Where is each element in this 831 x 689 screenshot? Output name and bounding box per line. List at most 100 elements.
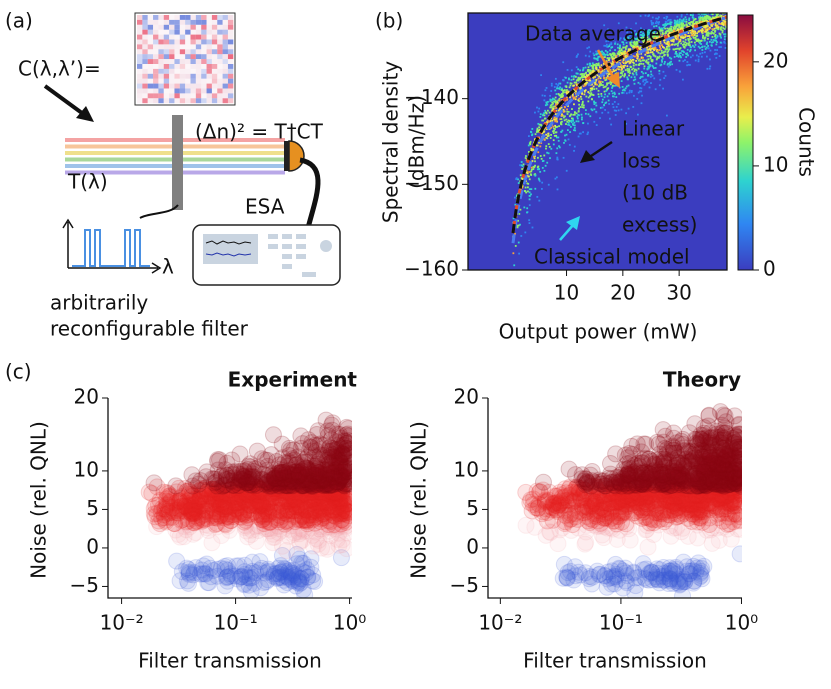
density-pixel (621, 61, 624, 64)
density-pixel (568, 144, 571, 146)
density-pixel (541, 119, 544, 122)
density-pixel (634, 30, 636, 32)
scatter-point (309, 535, 327, 553)
scatter-point (327, 454, 345, 472)
scatter-point (694, 513, 712, 531)
density-pixel (682, 19, 685, 22)
density-pixel (674, 48, 677, 50)
matrix-cell (142, 64, 148, 69)
scatter-point (559, 564, 577, 582)
scatter-point (162, 488, 180, 506)
scatter-point (221, 487, 239, 505)
scatter-point (327, 517, 345, 535)
scatter-point (219, 498, 237, 516)
density-pixel (695, 22, 698, 25)
density-pixel (632, 67, 635, 70)
scatter-point (668, 572, 686, 590)
scatter-point (281, 465, 299, 483)
scatter-point (323, 484, 341, 502)
scatter-point (732, 508, 742, 526)
scatter-point (239, 509, 257, 527)
scatter-point (325, 490, 343, 508)
scatter-point (328, 472, 346, 490)
matrix-cell (211, 44, 218, 50)
density-pixel (667, 42, 670, 45)
scatter-point (264, 534, 282, 552)
density-pixel (714, 37, 717, 40)
scatter-point (229, 496, 247, 514)
density-pixel (530, 149, 533, 152)
scatter-point (200, 517, 218, 535)
density-pixel (648, 44, 651, 47)
scatter-point (300, 475, 318, 493)
density-pixel (688, 35, 691, 37)
density-pixel (586, 75, 589, 78)
density-pixel (542, 119, 545, 122)
matrix-cell (158, 39, 164, 45)
density-pixel (516, 224, 519, 227)
scatter-point (325, 507, 343, 525)
scatter-point (299, 470, 317, 488)
density-pixel (701, 52, 704, 54)
matrix-cell (201, 44, 207, 50)
scatter-point (232, 486, 250, 504)
density-pixel (669, 18, 672, 21)
density-pixel (524, 157, 527, 159)
scatter-point (237, 506, 255, 524)
scatter-point (271, 495, 289, 513)
matrix-cell (153, 49, 159, 55)
scatter-point (591, 516, 609, 534)
density-pixel (550, 126, 553, 129)
scatter-point (177, 503, 195, 521)
scatter-point (617, 503, 635, 521)
density-pixel (681, 24, 684, 27)
scatter-point (728, 520, 742, 538)
density-pixel (719, 35, 722, 38)
scatter-point (239, 482, 257, 500)
scatter-point (181, 484, 199, 502)
density-pixel (692, 6, 694, 8)
matrix-cell (227, 78, 234, 84)
matrix-cell (185, 49, 191, 55)
scatter-point (194, 490, 212, 508)
density-pixel (660, 59, 663, 62)
scatter-point (287, 474, 305, 492)
matrix-cell (227, 59, 234, 64)
density-pixel (596, 63, 599, 66)
density-pixel (721, 31, 724, 34)
matrix-cell (142, 24, 148, 30)
density-pixel (666, 45, 668, 48)
density-pixel (676, 44, 679, 47)
density-pixel (562, 94, 564, 97)
matrix-cell (179, 93, 186, 99)
density-pixel (546, 161, 549, 164)
density-pixel (553, 117, 556, 120)
density-pixel (593, 57, 596, 60)
density-pixel (720, 46, 722, 48)
scatter-point (302, 438, 320, 456)
density-pixel (546, 121, 549, 124)
scatter-point (246, 475, 264, 493)
density-pixel (575, 95, 578, 98)
scatter-point (287, 490, 305, 508)
scatter-point (610, 508, 628, 526)
density-pixel (554, 120, 557, 123)
matrix-cell (153, 93, 159, 99)
scatter-point (252, 482, 270, 500)
scatter-point (638, 495, 656, 513)
density-pixel (672, 27, 675, 30)
density-pixel (539, 113, 542, 116)
scatter-point (277, 502, 295, 520)
density-pixel (646, 34, 648, 37)
density-pixel (644, 53, 647, 56)
scatter-point (331, 506, 349, 524)
scatter-point (304, 490, 322, 508)
density-pixel (674, 26, 677, 29)
density-pixel (655, 20, 658, 23)
scatter-point (228, 487, 246, 505)
scatter-point (689, 516, 707, 534)
density-pixel (626, 31, 629, 34)
scatter-point (265, 476, 283, 494)
scatter-point (566, 505, 584, 523)
scatter-point (263, 465, 281, 483)
